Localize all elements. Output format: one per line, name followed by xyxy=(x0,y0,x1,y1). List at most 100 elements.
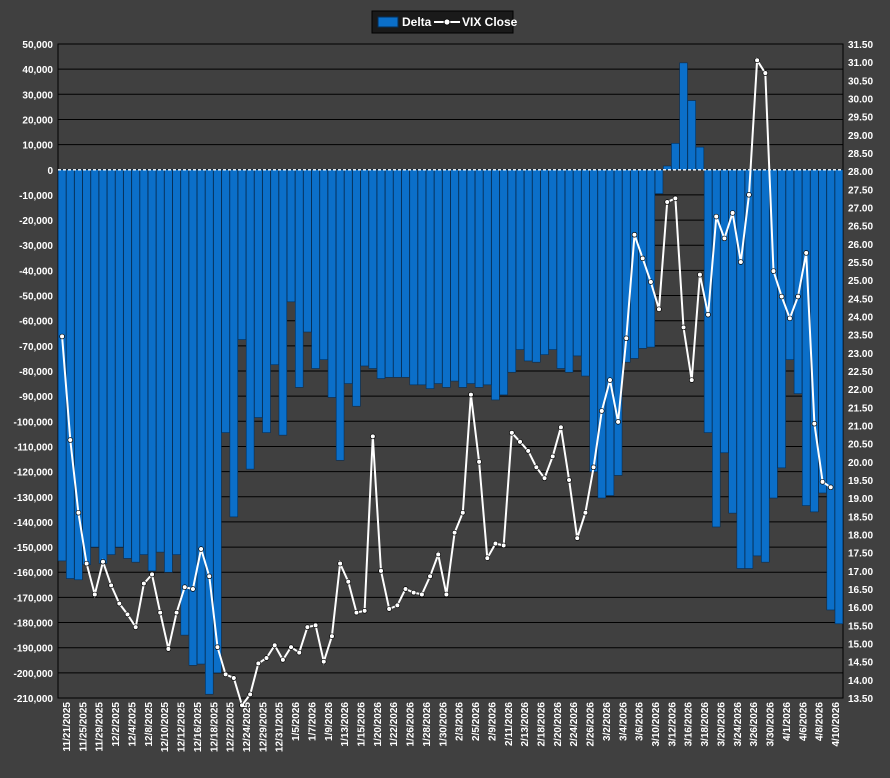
right-y-tick-label: 24.50 xyxy=(848,294,873,305)
delta-bar xyxy=(57,169,67,562)
delta-bar xyxy=(548,169,557,350)
x-tick-label: 11/21/2025 xyxy=(62,702,73,752)
delta-bar xyxy=(417,169,427,386)
vix-point xyxy=(394,602,401,609)
x-tick-label: 1/26/2026 xyxy=(406,702,417,747)
vix-point xyxy=(435,551,441,558)
left-y-tick-label: -110,000 xyxy=(14,442,53,453)
right-y-tick-label: 29.00 xyxy=(848,131,873,142)
vix-point xyxy=(607,377,613,383)
vix-point xyxy=(721,235,728,242)
delta-bar xyxy=(728,169,737,514)
delta-bar xyxy=(360,169,369,367)
x-tick-label: 1/5/2026 xyxy=(291,702,302,741)
vix-point xyxy=(574,535,580,541)
left-y-tick-label: -90,000 xyxy=(19,392,53,403)
delta-bar xyxy=(712,169,721,528)
vix-point xyxy=(476,459,482,465)
delta-bar xyxy=(752,169,762,557)
vix-point xyxy=(353,609,360,616)
x-tick-label: 3/4/2026 xyxy=(618,702,629,741)
delta-bar xyxy=(434,169,443,384)
delta-bar xyxy=(662,165,672,171)
vix-point xyxy=(410,589,417,596)
vix-point xyxy=(746,192,752,198)
delta-bar xyxy=(393,169,402,378)
x-tick-label: 12/29/2025 xyxy=(258,702,269,752)
right-y-tick-label: 21.00 xyxy=(848,422,873,433)
vix-point xyxy=(206,573,213,580)
vix-point xyxy=(312,622,319,629)
vix-point xyxy=(288,644,294,650)
delta-bar xyxy=(671,143,680,171)
delta-bar xyxy=(654,169,664,194)
x-tick-label: 12/12/2025 xyxy=(177,702,188,752)
right-y-tick-label: 23.50 xyxy=(848,331,873,342)
left-y-tick-label: -210,000 xyxy=(14,694,54,705)
right-y-tick-label: 25.50 xyxy=(848,258,873,269)
delta-bar xyxy=(483,169,492,386)
x-tick-label: 12/10/2025 xyxy=(160,702,171,752)
x-tick-label: 1/20/2026 xyxy=(373,702,384,747)
delta-bar xyxy=(237,169,247,340)
delta-bar xyxy=(319,169,328,360)
right-y-tick-label: 17.00 xyxy=(848,567,873,578)
delta-bar xyxy=(801,169,811,506)
left-y-tick-label: -80,000 xyxy=(19,367,53,378)
delta-bar xyxy=(581,169,590,377)
delta-bar xyxy=(466,169,476,384)
vix-point xyxy=(181,584,188,590)
delta-bar xyxy=(344,169,353,384)
right-y-tick-label: 18.00 xyxy=(848,531,873,542)
delta-bar xyxy=(826,169,835,611)
vix-point xyxy=(811,420,818,427)
x-tick-label: 2/20/2026 xyxy=(553,702,564,747)
vix-point xyxy=(509,430,515,436)
left-y-tick-label: 30,000 xyxy=(22,90,53,101)
left-y-tick-label: -50,000 xyxy=(19,292,53,303)
x-tick-label: 2/13/2026 xyxy=(520,702,531,747)
x-tick-label: 1/28/2026 xyxy=(422,702,433,747)
delta-bar xyxy=(499,169,508,396)
delta-bar xyxy=(98,169,108,564)
left-y-tick-label: -140,000 xyxy=(14,518,54,529)
delta-bar xyxy=(605,169,615,496)
delta-bar xyxy=(368,169,378,369)
vix-point xyxy=(517,439,523,445)
vix-point xyxy=(697,271,703,278)
vix-point xyxy=(108,582,114,589)
delta-bar xyxy=(810,169,819,513)
legend-delta-label: Delta xyxy=(402,15,432,29)
legend-delta-swatch xyxy=(377,16,399,28)
left-y-tick-label: -60,000 xyxy=(19,317,53,328)
right-y-tick-label: 13.50 xyxy=(848,694,873,705)
delta-bar xyxy=(262,169,271,433)
delta-bar xyxy=(736,169,746,569)
left-y-tick-label: -30,000 xyxy=(19,241,53,252)
x-tick-label: 2/11/2026 xyxy=(504,702,515,746)
delta-bar xyxy=(491,169,500,401)
x-tick-label: 3/26/2026 xyxy=(749,702,760,747)
delta-bar xyxy=(458,169,467,388)
vix-point xyxy=(255,660,262,667)
legend: Delta VIX Close xyxy=(371,10,518,34)
vix-point xyxy=(280,657,286,663)
vix-point xyxy=(198,546,204,552)
delta-bar xyxy=(123,169,132,559)
right-y-tick-label: 20.00 xyxy=(848,458,873,469)
right-y-tick-label: 14.00 xyxy=(848,676,873,687)
vix-point xyxy=(378,568,384,574)
right-y-tick-label: 25.00 xyxy=(848,276,873,287)
delta-bar xyxy=(818,169,827,494)
x-tick-label: 3/10/2026 xyxy=(651,702,662,747)
delta-bar xyxy=(532,169,541,363)
delta-bar xyxy=(761,169,770,563)
legend-vix-label: VIX Close xyxy=(462,15,518,29)
x-tick-label: 3/18/2026 xyxy=(700,702,711,747)
right-y-tick-label: 28.50 xyxy=(848,149,873,160)
vix-point xyxy=(631,232,638,238)
left-y-tick-label: -160,000 xyxy=(14,568,54,579)
vix-point xyxy=(329,633,335,639)
vix-point xyxy=(263,655,270,661)
delta-bar xyxy=(229,169,239,518)
